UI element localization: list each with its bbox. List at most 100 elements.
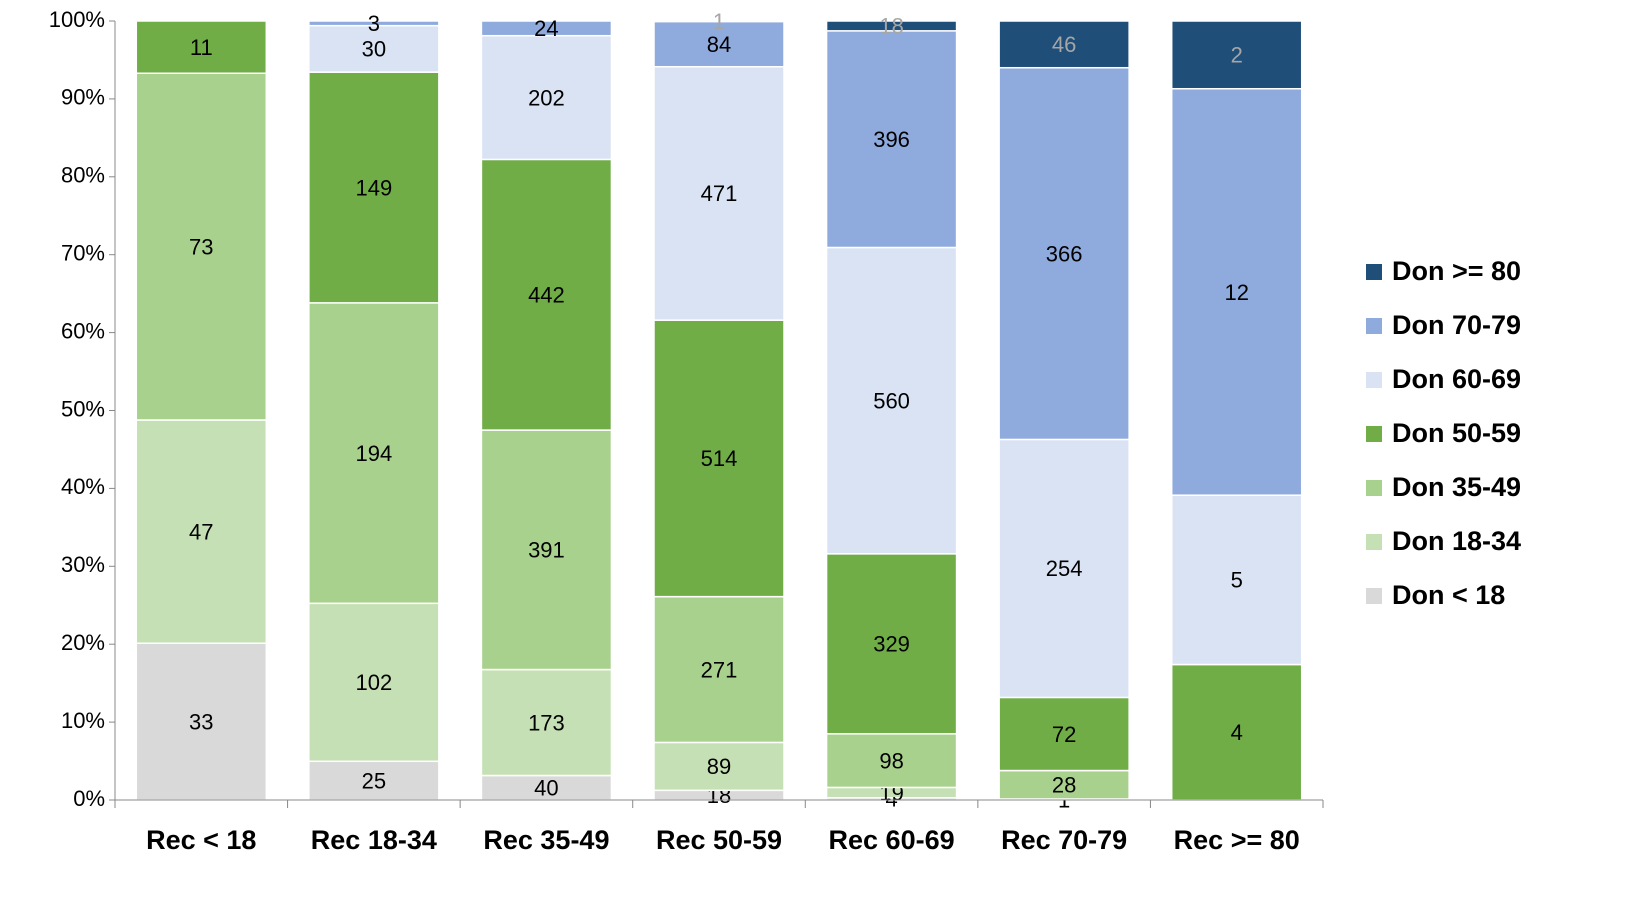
data-label: 329 [873, 632, 910, 657]
bar-segment [825, 246, 958, 555]
data-label: 98 [879, 748, 903, 773]
bar-segment [653, 20, 785, 68]
bar-segment [480, 20, 613, 37]
data-label: 173 [528, 710, 565, 735]
data-label: 84 [707, 32, 731, 57]
bar-segment [480, 668, 613, 777]
data-label: 102 [355, 670, 392, 695]
bar-segment [1170, 494, 1303, 666]
legend-label: Don >= 80 [1392, 256, 1521, 286]
data-label: 514 [701, 446, 738, 471]
data-label: 73 [189, 234, 213, 259]
y-tick-label: 80% [61, 163, 105, 188]
data-label: 391 [528, 538, 565, 563]
bar-segment [308, 760, 440, 801]
y-tick-label: 50% [61, 396, 105, 421]
y-tick-label: 0% [73, 786, 105, 811]
x-tick-label: Rec 35-49 [483, 825, 609, 855]
legend-label: Don < 18 [1392, 580, 1505, 610]
data-label: 11 [190, 35, 213, 60]
bar-segment [308, 20, 440, 27]
bar-segment [998, 438, 1130, 699]
legend-swatch [1366, 426, 1382, 442]
bar-segment [825, 20, 958, 32]
data-label: 46 [1052, 32, 1076, 57]
bar-segment [653, 319, 785, 598]
data-label: 202 [528, 85, 565, 110]
legend-swatch [1366, 264, 1382, 280]
data-label: 4 [1231, 720, 1243, 745]
data-label: 5 [1231, 568, 1243, 593]
bar-segment [998, 696, 1130, 772]
legend-label: Don 50-59 [1392, 418, 1521, 448]
bar-segment [653, 595, 785, 744]
legend-swatch [1366, 480, 1382, 496]
legend-label: Don 60-69 [1392, 364, 1521, 394]
data-label: 33 [189, 709, 213, 734]
data-label: 89 [707, 754, 731, 779]
legend-label: Don 70-79 [1392, 310, 1521, 340]
data-label: 18 [879, 14, 903, 39]
data-label: 271 [701, 657, 738, 682]
bar-segment [998, 20, 1130, 69]
legend-label: Don 18-34 [1392, 526, 1521, 556]
y-tick-label: 100% [49, 7, 105, 32]
data-label: 2 [1231, 43, 1243, 68]
bar-segment [480, 774, 613, 801]
data-label: 1 [713, 9, 725, 34]
data-label: 254 [1046, 556, 1083, 581]
bar-segment [308, 302, 440, 605]
data-label: 396 [873, 127, 910, 152]
x-tick-label: Rec 50-59 [656, 825, 782, 855]
x-tick-label: Rec < 18 [146, 825, 256, 855]
data-label: 47 [189, 519, 213, 544]
data-label: 149 [355, 175, 392, 200]
data-label: 25 [362, 768, 386, 793]
y-tick-label: 10% [61, 708, 105, 733]
data-label: 471 [701, 181, 738, 206]
bar-segment [308, 71, 440, 304]
bar-segment [480, 158, 613, 431]
data-label: 194 [355, 441, 392, 466]
data-label: 40 [534, 776, 558, 801]
bar-segment [1170, 87, 1303, 496]
legend-swatch [1366, 534, 1382, 550]
x-tick-label: Rec 70-79 [1001, 825, 1127, 855]
bar-segment [135, 642, 268, 801]
bar-segment [480, 34, 613, 161]
data-label: 442 [528, 283, 565, 308]
bar-segment [653, 741, 785, 792]
y-tick-label: 40% [61, 474, 105, 499]
y-tick-label: 20% [61, 630, 105, 655]
legend-swatch [1366, 318, 1382, 334]
bar-segment [135, 419, 268, 644]
x-tick-label: Rec >= 80 [1174, 825, 1300, 855]
bar-segment [480, 429, 613, 671]
data-label: 28 [1052, 773, 1076, 798]
y-tick-label: 70% [61, 241, 105, 266]
data-label: 560 [873, 388, 910, 413]
bar-segment [825, 30, 958, 249]
data-label: 3 [368, 11, 380, 36]
bar-segment [1170, 663, 1303, 801]
y-tick-label: 90% [61, 85, 105, 110]
data-label: 12 [1224, 280, 1248, 305]
data-label: 30 [362, 37, 386, 62]
y-tick-label: 30% [61, 552, 105, 577]
y-tick-label: 60% [61, 318, 105, 343]
bar-segment [653, 65, 785, 321]
legend-swatch [1366, 588, 1382, 604]
x-tick-label: Rec 60-69 [829, 825, 955, 855]
x-tick-label: Rec 18-34 [311, 825, 437, 855]
bar-segment [135, 72, 268, 421]
bar-segment [135, 20, 268, 74]
data-label: 24 [534, 16, 558, 41]
data-label: 72 [1052, 722, 1076, 747]
data-label: 366 [1046, 241, 1083, 266]
bar-segment [1170, 20, 1303, 90]
bar-segment [653, 20, 785, 23]
bar-segment [998, 66, 1130, 441]
legend-swatch [1366, 372, 1382, 388]
